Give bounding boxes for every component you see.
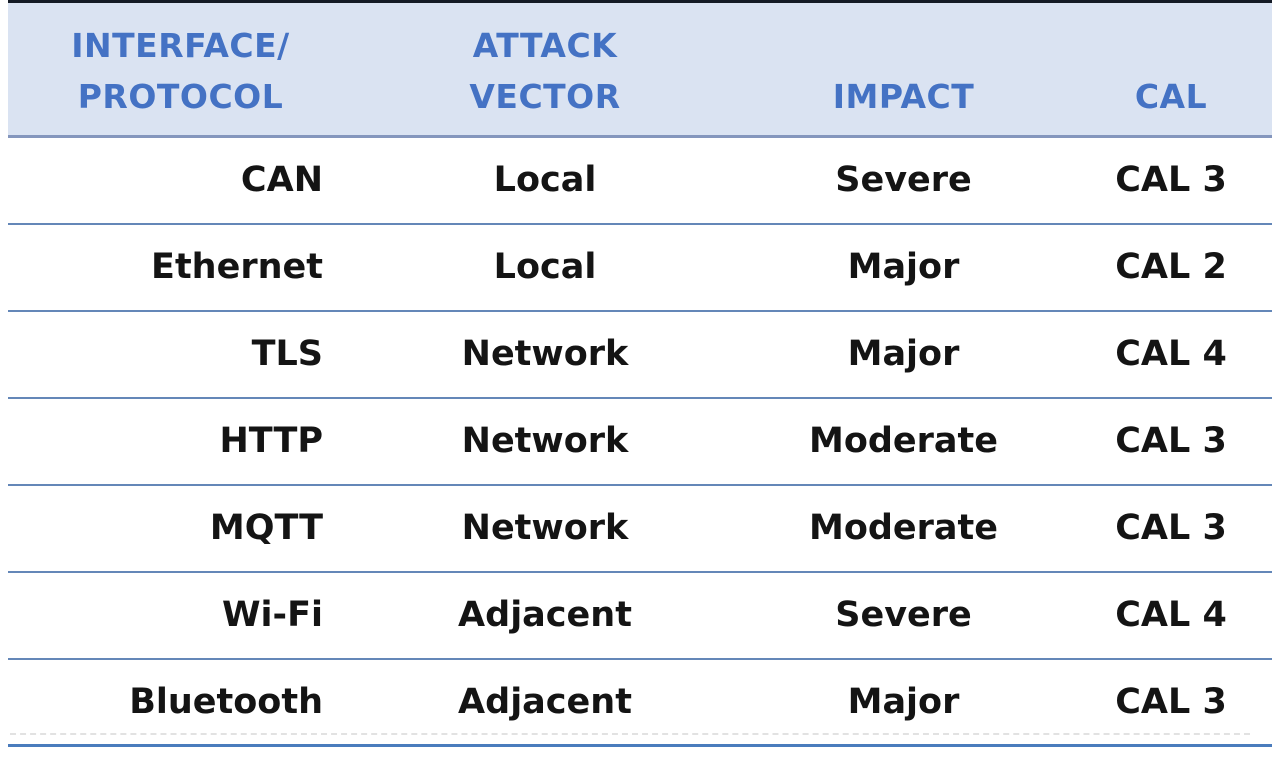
header-impact-label: IMPACT [832, 76, 975, 116]
cell-cal: CAL 4 [1070, 571, 1272, 660]
cell-attack-vector: Adjacent [353, 571, 737, 660]
header-row: INTERFACE/ PROTOCOL ATTACK VECTOR IMPACT… [8, 1, 1272, 138]
cell-interface: MQTT [8, 484, 353, 573]
cell-attack-vector: Local [353, 223, 737, 312]
header-impact: IMPACT [737, 1, 1070, 138]
cell-impact: Major [737, 658, 1070, 747]
header-attack-line2: VECTOR [469, 76, 621, 116]
table-row-wifi: Wi-Fi Adjacent Severe CAL 4 [8, 571, 1272, 660]
table-body: CAN Local Severe CAL 3 Ethernet Local Ma… [8, 136, 1272, 747]
placeholder-dashed-line [10, 733, 1250, 735]
header-cal-label: CAL [1134, 76, 1208, 116]
cell-interface: Wi-Fi [8, 571, 353, 660]
cell-impact: Severe [737, 136, 1070, 225]
cell-cal: CAL 3 [1070, 397, 1272, 486]
table-row-http: HTTP Network Moderate CAL 3 [8, 397, 1272, 486]
cell-impact: Major [737, 310, 1070, 399]
header-cal: CAL [1070, 1, 1272, 138]
cell-interface: TLS [8, 310, 353, 399]
cell-impact: Moderate [737, 397, 1070, 486]
header-attack-vector: ATTACK VECTOR [353, 1, 737, 138]
cell-attack-vector: Network [353, 310, 737, 399]
cell-interface: CAN [8, 136, 353, 225]
cell-cal: CAL 3 [1070, 484, 1272, 573]
table-row-ethernet: Ethernet Local Major CAL 2 [8, 223, 1272, 312]
cell-interface: HTTP [8, 397, 353, 486]
table-row-can: CAN Local Severe CAL 3 [8, 136, 1272, 225]
cell-impact: Severe [737, 571, 1070, 660]
header-interface-line2: PROTOCOL [77, 76, 284, 116]
cell-attack-vector: Adjacent [353, 658, 737, 747]
cell-interface: Bluetooth [8, 658, 353, 747]
cell-cal: CAL 2 [1070, 223, 1272, 312]
cell-interface: Ethernet [8, 223, 353, 312]
header-interface-line1: INTERFACE/ [71, 25, 290, 65]
header-attack-line1: ATTACK [472, 25, 618, 65]
cell-cal: CAL 4 [1070, 310, 1272, 399]
header-interface-protocol: INTERFACE/ PROTOCOL [8, 1, 353, 138]
cell-attack-vector: Local [353, 136, 737, 225]
table-header: INTERFACE/ PROTOCOL ATTACK VECTOR IMPACT… [8, 1, 1272, 138]
cal-risk-table: INTERFACE/ PROTOCOL ATTACK VECTOR IMPACT… [8, 0, 1272, 747]
table-row-mqtt: MQTT Network Moderate CAL 3 [8, 484, 1272, 573]
cell-cal: CAL 3 [1070, 136, 1272, 225]
cell-impact: Moderate [737, 484, 1070, 573]
cell-impact: Major [737, 223, 1070, 312]
cell-cal: CAL 3 [1070, 658, 1272, 747]
table-row-tls: TLS Network Major CAL 4 [8, 310, 1272, 399]
cell-attack-vector: Network [353, 484, 737, 573]
table-row-bluetooth: Bluetooth Adjacent Major CAL 3 [8, 658, 1272, 747]
cell-attack-vector: Network [353, 397, 737, 486]
